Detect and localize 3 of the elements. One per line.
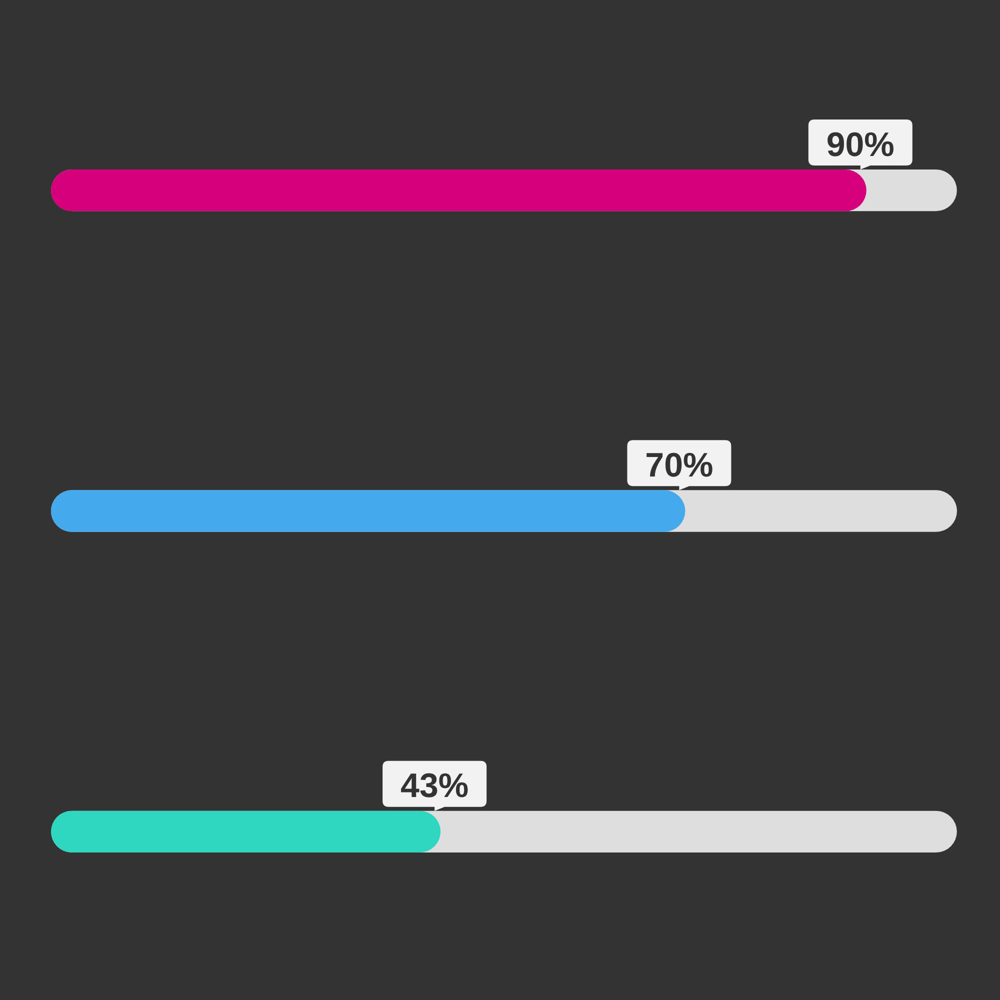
- data-label: 70%: [645, 446, 714, 485]
- data-label: 90%: [826, 126, 894, 164]
- data-label: 43%: [400, 767, 469, 806]
